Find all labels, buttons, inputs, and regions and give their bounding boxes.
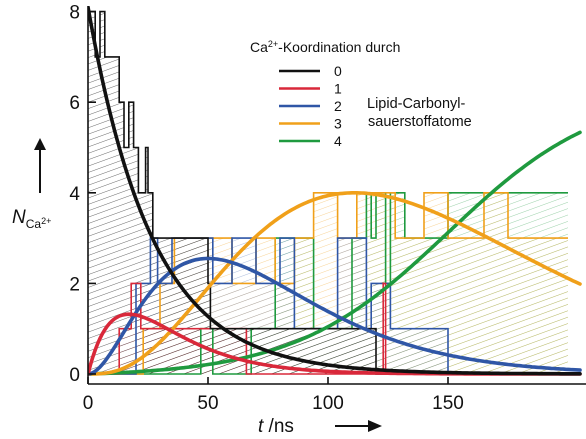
- x-axis-label: t /ns: [258, 416, 294, 437]
- up-arrow-icon: [34, 138, 46, 150]
- y-tick-label: 2: [69, 274, 80, 295]
- x-tick-label: 150: [432, 393, 464, 414]
- series-0-fit-curve: [88, 6, 582, 376]
- legend-label-0: 0: [334, 63, 342, 79]
- legend-entries: 0 12 34: [279, 63, 342, 149]
- x-tick-label: 50: [197, 393, 218, 414]
- y-tick-label: 8: [69, 3, 80, 24]
- right-arrow-icon: [368, 420, 382, 432]
- y-tick-label: 4: [69, 184, 80, 205]
- x-tick-label: 0: [83, 393, 94, 414]
- axes: [87, 6, 586, 385]
- legend-label-2: 2: [334, 98, 342, 114]
- x-axis-label-group: t /ns: [258, 416, 382, 437]
- legend-title: Ca2+-Koordination durch: [250, 39, 400, 55]
- y-axis-label: NCa2+: [12, 207, 51, 231]
- annotation-line-1: Lipid-Carbonyl-: [367, 96, 465, 112]
- fit-curves: [88, 6, 582, 376]
- series-4-step-trace: [88, 192, 568, 375]
- y-tick-label: 6: [69, 93, 80, 114]
- legend-label-4: 4: [334, 133, 342, 149]
- y-ticks: 0 2 4 6 8: [69, 3, 96, 386]
- y-tick-label: 0: [69, 365, 80, 386]
- legend-label-1: 1: [334, 81, 342, 97]
- y-axis-label-group: NCa2+: [12, 138, 51, 231]
- x-ticks: 0 50 100 150: [83, 377, 464, 414]
- annotation-line-2: sauerstoffatome: [368, 114, 472, 130]
- series-4-fit-curve: [88, 130, 582, 376]
- series-0-step-trace: [88, 10, 568, 375]
- x-tick-label: 100: [312, 393, 344, 414]
- legend-label-3: 3: [334, 116, 342, 132]
- series-1-step-trace: [88, 282, 568, 375]
- legend: Ca2+-Koordination durch 0 12 34: [250, 39, 400, 149]
